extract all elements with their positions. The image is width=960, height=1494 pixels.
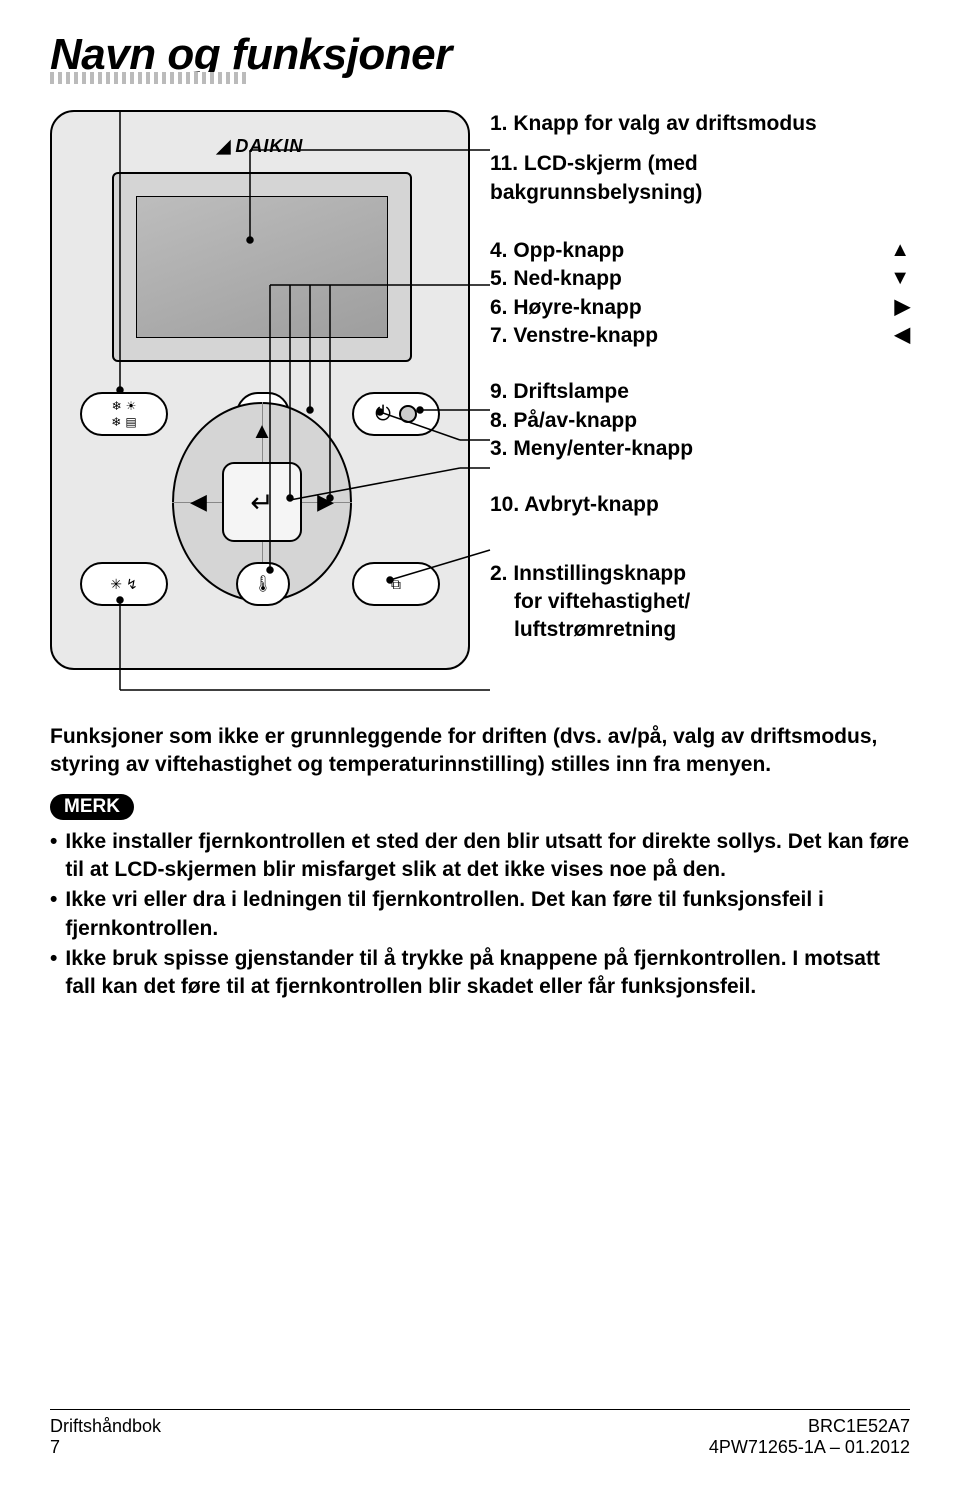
cancel-button: ⧉ — [352, 562, 440, 606]
operation-lamp — [399, 405, 417, 423]
up-symbol-icon: ▲ — [890, 237, 910, 265]
temp-down-button: 🌡 — [236, 562, 290, 606]
remote-illustration: ◢DAIKIN ❄☀ ❄▤ 🌡 ⏻ — [50, 110, 470, 670]
note-badge: MERK — [50, 794, 134, 820]
bullet-2: Ikke vri eller dra i ledningen til fjern… — [65, 886, 910, 943]
callout-8: 8. På/av-knapp — [490, 407, 910, 435]
callout-3: 3. Meny/enter-knapp — [490, 435, 910, 463]
callout-2c: luftstrømretning — [514, 616, 910, 644]
enter-button: ↵ — [222, 462, 302, 542]
callout-2a: 2. Innstillingsknapp — [490, 560, 910, 588]
right-symbol-icon: ▶ — [895, 294, 910, 322]
power-button: ⏻ — [352, 392, 440, 436]
callout-5: 5. Ned-knapp — [490, 265, 880, 293]
callout-4: 4. Opp-knapp — [490, 237, 880, 265]
callout-11: 11. LCD-skjerm (med bakgrunnsbelysning) — [490, 150, 910, 207]
callout-list: 1. Knapp for valg av driftsmodus 11. LCD… — [490, 110, 910, 673]
callout-2b: for viftehastighet/ — [514, 588, 910, 616]
lcd-screen — [112, 172, 412, 362]
callout-7: 7. Venstre-knapp — [490, 322, 885, 350]
callout-6: 6. Høyre-knapp — [490, 294, 885, 322]
callout-1: 1. Knapp for valg av driftsmodus — [490, 110, 910, 138]
title-underline — [50, 72, 250, 84]
page-footer: Driftshåndbok 7 BRC1E52A7 4PW71265-1A – … — [50, 1409, 910, 1458]
right-arrow-icon: ▶ — [317, 489, 334, 515]
bullet-3: Ikke bruk spisse gjenstander til å trykk… — [65, 945, 910, 1002]
footer-doc-name: Driftshåndbok — [50, 1416, 161, 1437]
bullet-1: Ikke installer fjernkontrollen et sted d… — [65, 828, 910, 885]
footer-model: BRC1E52A7 — [808, 1416, 910, 1437]
left-arrow-icon: ◀ — [190, 489, 207, 515]
footer-docnum: 4PW71265-1A – 01.2012 — [709, 1437, 910, 1458]
down-symbol-icon: ▼ — [890, 265, 910, 293]
mode-button: ❄☀ ❄▤ — [80, 392, 168, 436]
fan-button: ✳↯ — [80, 562, 168, 606]
up-arrow-icon: ▲ — [251, 418, 273, 444]
callout-10: 10. Avbryt-knapp — [490, 491, 910, 519]
body-paragraph: Funksjoner som ikke er grunnleggende for… — [50, 723, 910, 780]
callout-9: 9. Driftslampe — [490, 378, 910, 406]
note-bullets: •Ikke installer fjernkontrollen et sted … — [50, 828, 910, 1002]
brand-logo: ◢DAIKIN — [217, 136, 304, 157]
footer-page-number: 7 — [50, 1437, 161, 1458]
left-symbol-icon: ◀ — [895, 322, 910, 350]
